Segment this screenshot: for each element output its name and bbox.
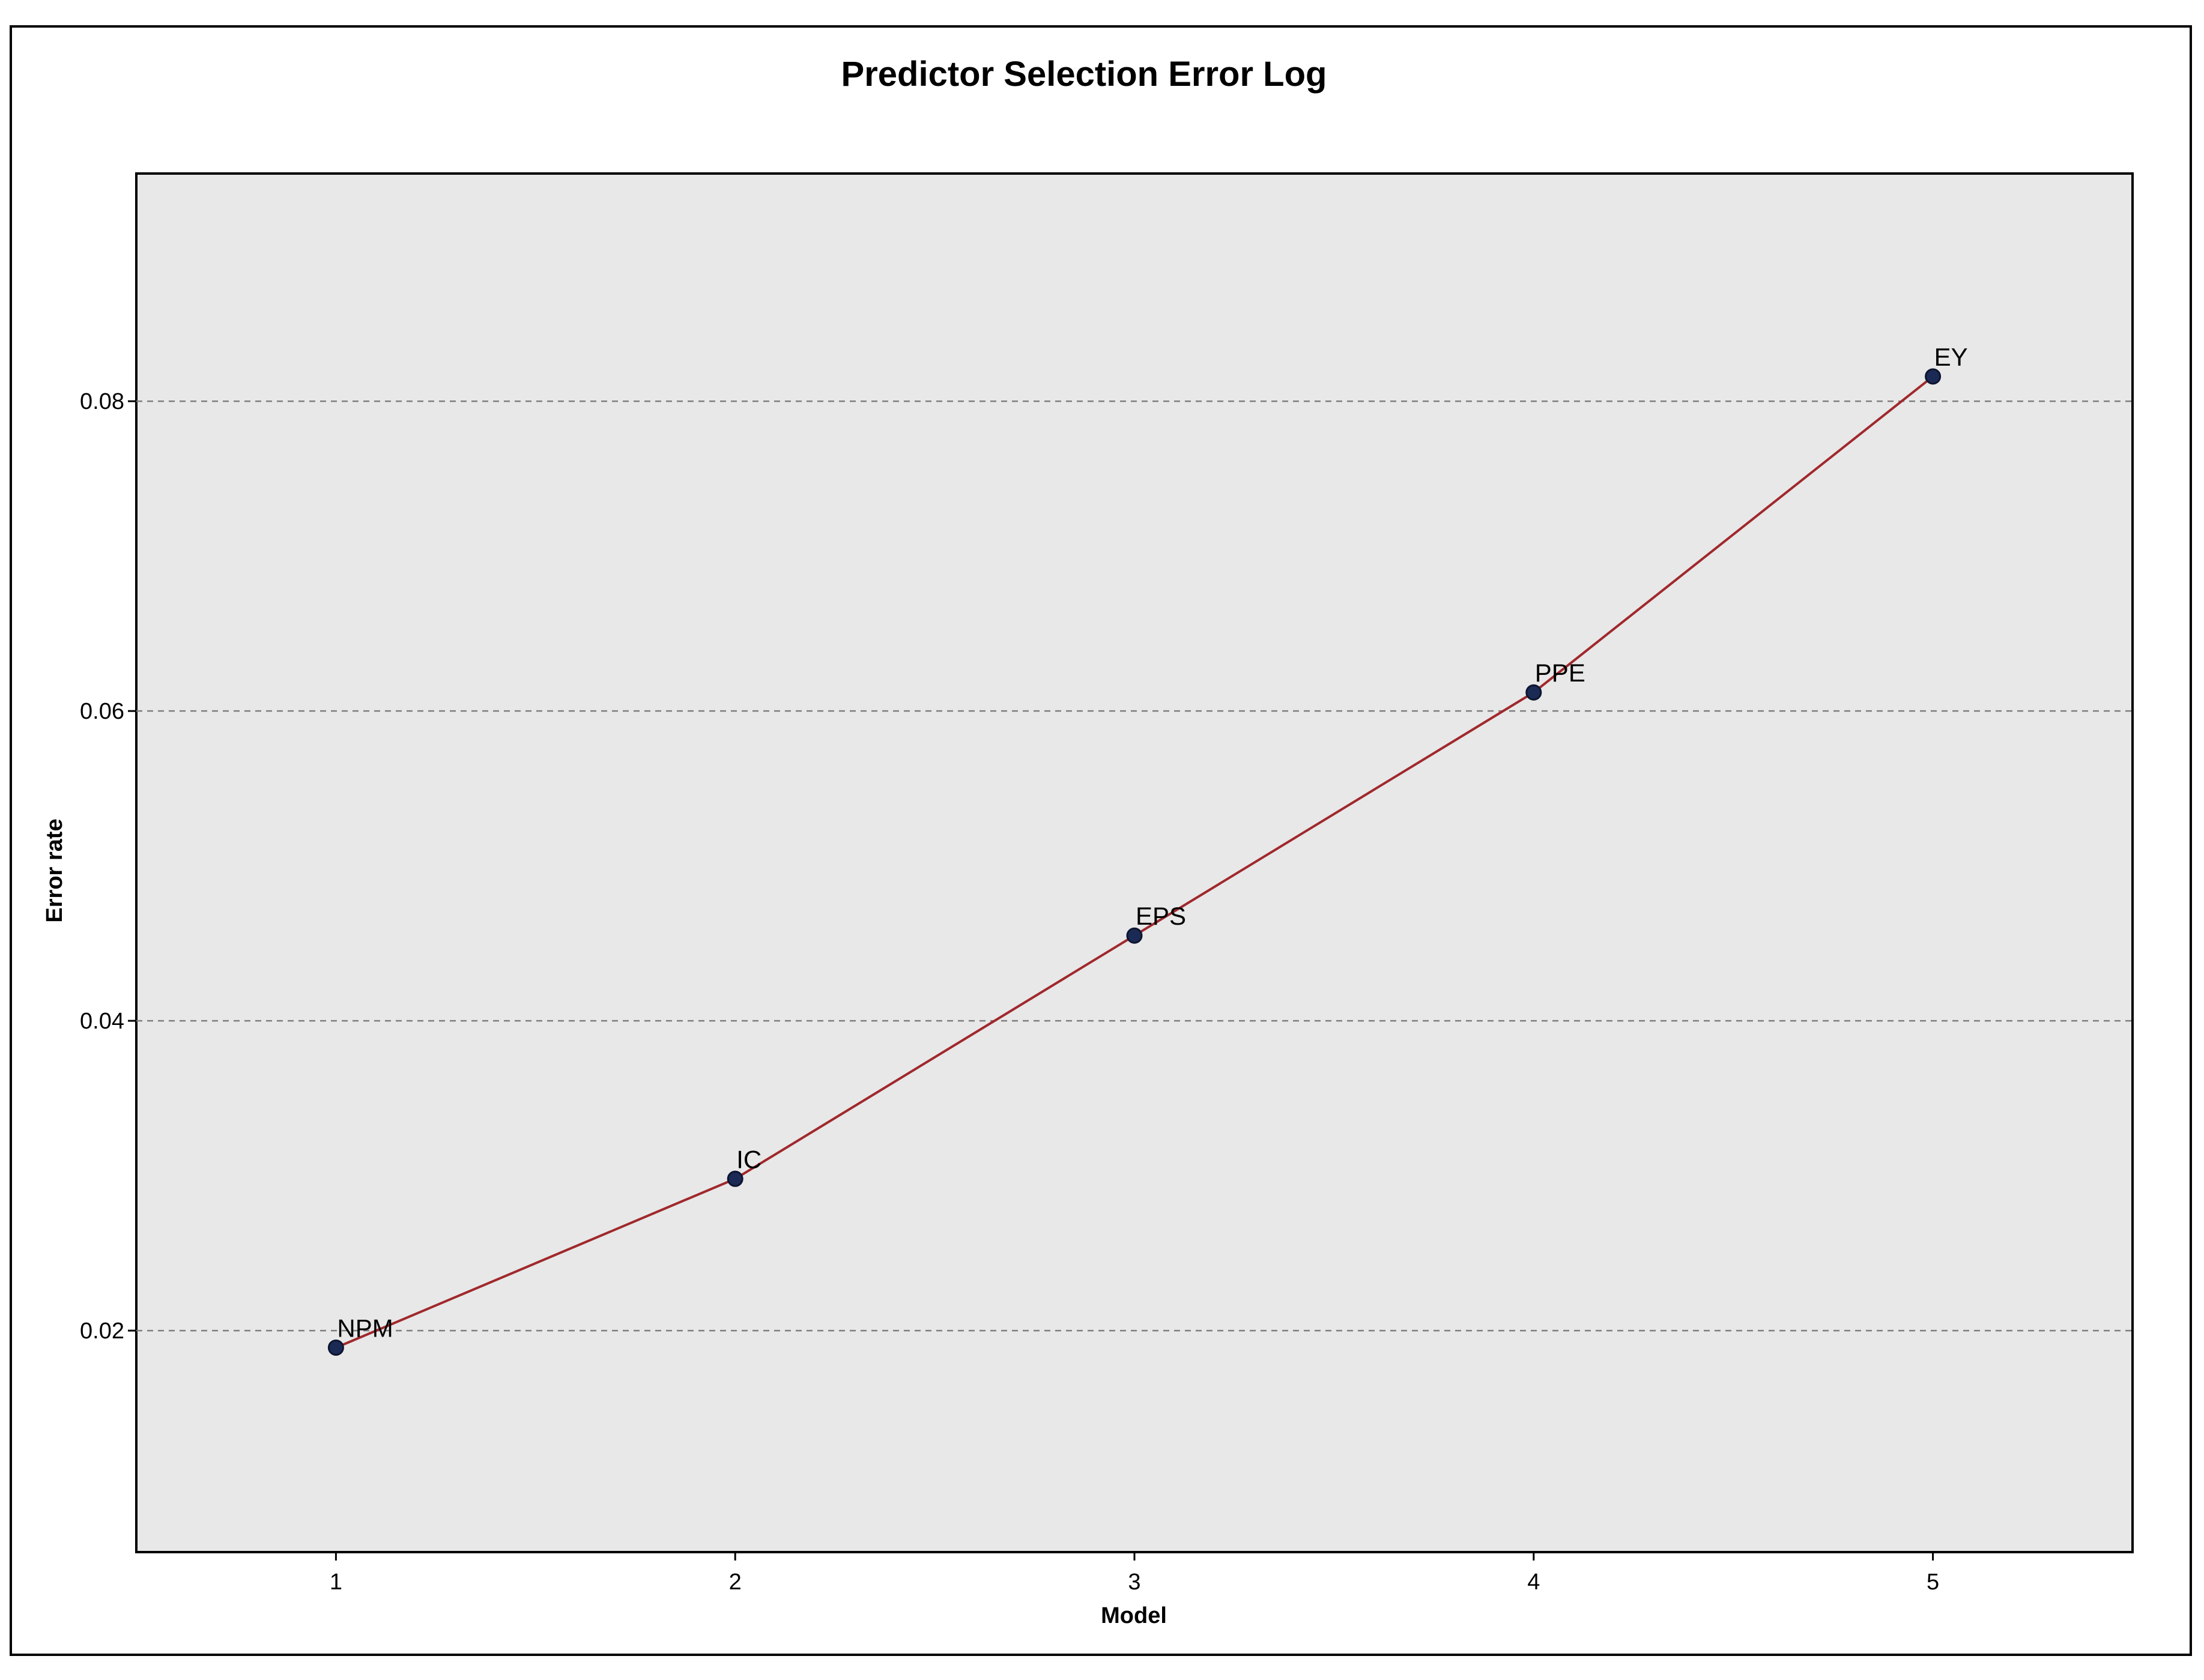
y-tick-label: 0.08 — [80, 389, 124, 414]
y-tick-label: 0.06 — [80, 699, 124, 724]
data-point — [727, 1170, 743, 1187]
y-tick-label: 0.04 — [80, 1009, 124, 1034]
x-tick-label: 5 — [1927, 1570, 1939, 1595]
plot-area — [135, 172, 2134, 1553]
y-axis: 0.02 0.04 0.06 0.08 — [80, 389, 136, 1344]
data-point — [1525, 684, 1542, 701]
x-tick-label: 1 — [330, 1570, 342, 1595]
y-axis-title: Error rate — [42, 818, 67, 922]
data-point — [1925, 368, 1942, 385]
point-label: EY — [1934, 343, 1968, 371]
y-tick-label: 0.02 — [80, 1319, 124, 1344]
point-label: NPM — [337, 1314, 393, 1342]
x-tick-label: 4 — [1527, 1570, 1540, 1595]
x-axis: 1 2 3 4 5 — [330, 1552, 1939, 1595]
chart-title: Predictor Selection Error Log — [841, 55, 1327, 94]
point-label: IC — [736, 1145, 761, 1173]
points-layer: NPM IC EPS PPE EY — [327, 343, 1968, 1356]
grid-layer — [136, 400, 2133, 1332]
x-tick-label: 2 — [729, 1570, 742, 1595]
point-label: PPE — [1535, 659, 1585, 687]
x-axis-title: Model — [1101, 1603, 1167, 1628]
point-label: EPS — [1136, 902, 1186, 930]
data-point — [1126, 927, 1143, 944]
x-tick-label: 3 — [1128, 1570, 1140, 1595]
data-point — [327, 1339, 344, 1356]
